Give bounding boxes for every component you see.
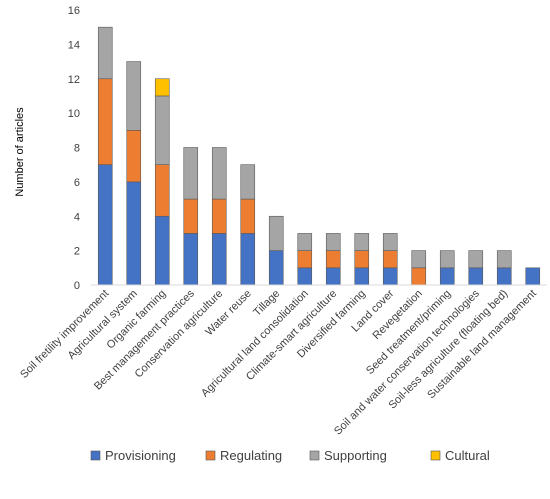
bar-segment (97, 164, 113, 286)
bar-segment (325, 250, 341, 269)
bars (97, 26, 541, 286)
bar-segment (154, 95, 170, 165)
bar-segment (354, 267, 370, 286)
bar-segment (354, 250, 370, 269)
bar-segment (411, 267, 427, 286)
bar-segment (154, 215, 170, 286)
bar-segment (382, 233, 398, 251)
bar-segment (211, 233, 227, 286)
bar-segment (325, 233, 341, 251)
bar-segment (97, 26, 113, 80)
y-tick-label: 2 (74, 246, 80, 258)
bar-segment (325, 267, 341, 286)
legend-label: Cultural (445, 448, 490, 463)
bar-segment (382, 267, 398, 286)
bar-segment (439, 250, 455, 269)
y-axis-label: Number of articles (14, 107, 26, 197)
bar-segment (126, 181, 142, 286)
y-tick-label: 0 (74, 280, 80, 292)
y-tick-label: 14 (68, 39, 80, 51)
bar-segment (126, 61, 142, 131)
bar-segment (297, 250, 313, 269)
bar-segment (496, 250, 512, 269)
bar-segment (411, 250, 427, 269)
legend-label: Supporting (324, 448, 387, 463)
bar-segment (468, 250, 484, 269)
y-tick-label: 12 (68, 74, 80, 86)
y-tick-label: 16 (68, 5, 80, 17)
bar-segment (382, 250, 398, 269)
bar-segment (126, 130, 142, 183)
bar-segment (354, 233, 370, 251)
bar-segment (525, 267, 541, 286)
bar-segment (240, 198, 256, 234)
bar-segment (496, 267, 512, 286)
legend: Provisioning Regulating Supporting Cultural (90, 448, 490, 463)
bar-segment (154, 78, 170, 97)
bar-segment (183, 198, 199, 234)
bar-segment (468, 267, 484, 286)
legend-swatch (205, 450, 216, 461)
legend-swatch (309, 450, 320, 461)
bar-segment (183, 233, 199, 286)
legend-label: Provisioning (105, 448, 176, 463)
bar-segment (297, 233, 313, 251)
y-tick-label: 10 (68, 108, 80, 120)
bar-segment (268, 250, 284, 286)
bar-segment (211, 147, 227, 200)
y-tick-label: 8 (74, 143, 80, 155)
legend-swatch (90, 450, 101, 461)
legend-swatch (430, 450, 441, 461)
bar-segment (439, 267, 455, 286)
bar-segment (183, 147, 199, 200)
bar-segment (268, 215, 284, 251)
y-tick-label: 6 (74, 177, 80, 189)
bar-segment (297, 267, 313, 286)
bar-segment (97, 78, 113, 165)
y-tick-label: 4 (74, 211, 80, 223)
bar-segment (154, 164, 170, 217)
y-axis-ticks: 0 2 4 6 8 10 12 14 16 (68, 5, 80, 292)
bar-segment (211, 198, 227, 234)
bar-segment (240, 164, 256, 200)
bar-segment (240, 233, 256, 286)
legend-label: Regulating (220, 448, 282, 463)
